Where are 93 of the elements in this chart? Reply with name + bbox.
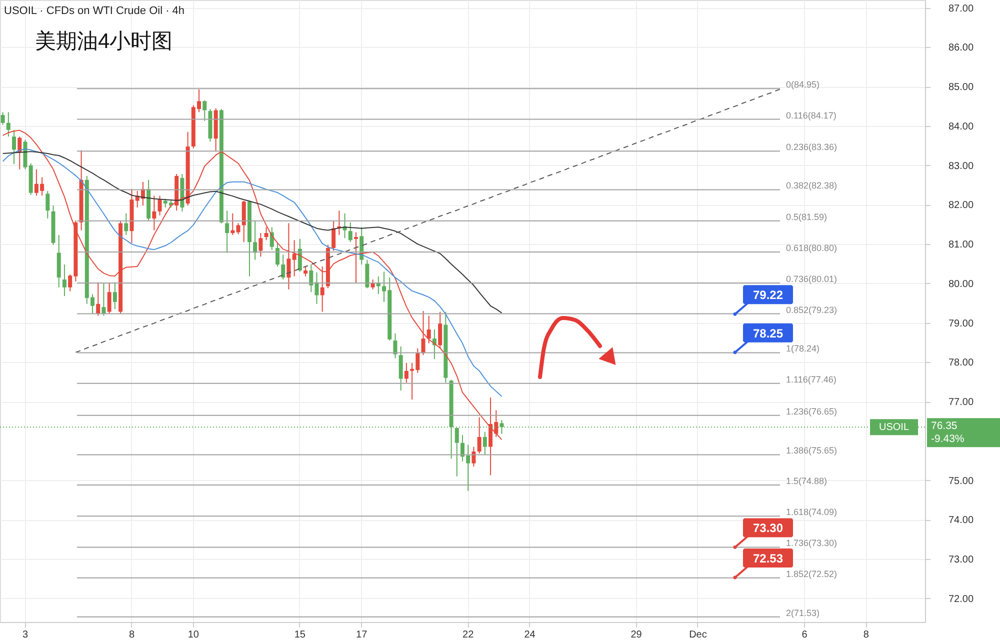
x-tick-label: 29 xyxy=(630,630,642,640)
y-tick-label: 85.00 xyxy=(948,82,974,94)
candlestick xyxy=(376,276,380,295)
ref-line-label: 2(71.53) xyxy=(786,608,820,618)
ref-line-label: 0.236(83.36) xyxy=(786,142,838,152)
ref-line-label: 1.852(72.52) xyxy=(786,568,838,579)
candlestick xyxy=(393,332,398,359)
candlestick xyxy=(12,129,16,165)
candlestick xyxy=(124,212,128,236)
y-tick-label: 77.00 xyxy=(948,397,974,408)
annotation: 79.22 xyxy=(752,288,784,302)
x-tick-label: 8 xyxy=(863,630,870,640)
candlestick xyxy=(276,242,280,268)
candlestick xyxy=(320,266,324,312)
y-tick-label: 72.00 xyxy=(948,594,974,605)
ref-line-label: 1.618(74.09) xyxy=(786,507,838,518)
y-tick-label: 73.00 xyxy=(948,554,974,566)
x-tick-label: 24 xyxy=(524,630,536,640)
candlestick xyxy=(236,222,240,235)
candlestick xyxy=(404,362,408,384)
ref-line-label: 1.5(74.88) xyxy=(786,476,828,486)
x-tick-label: Dec xyxy=(689,630,707,640)
ref-line-label: 0.618(80.80) xyxy=(786,242,838,253)
y-tick-label: 83.00 xyxy=(948,160,974,172)
candlestick xyxy=(202,100,207,122)
text: -9.43% xyxy=(931,433,964,446)
candlestick xyxy=(398,346,403,392)
text: 76.35 xyxy=(931,420,958,432)
candlestick xyxy=(438,311,442,349)
ref-line-label: 0.5(81.59) xyxy=(786,212,828,222)
candlestick xyxy=(230,212,235,236)
candlestick xyxy=(152,195,156,231)
candlestick xyxy=(112,282,117,310)
annotation: 78.25 xyxy=(752,326,784,340)
candlestick xyxy=(258,232,263,258)
ref-line-label: 0.116(84.17) xyxy=(786,110,836,120)
ref-line-label: 0.736(80.01) xyxy=(786,274,838,284)
y-tick-label: 75.00 xyxy=(948,476,974,487)
ref-line-label: 1.736(73.30) xyxy=(786,538,838,548)
candlestick xyxy=(365,259,370,289)
candlestick xyxy=(264,226,268,241)
ref-line-label: 0(84.95) xyxy=(786,80,820,90)
line-series xyxy=(75,88,783,353)
ref-line-label: 1.386(75.65) xyxy=(786,446,838,456)
candlestick xyxy=(304,266,308,277)
text: 美期油4小时图 xyxy=(35,30,173,53)
y-tick-label: 74.00 xyxy=(948,515,974,526)
candlestick xyxy=(482,431,487,456)
candlestick xyxy=(426,315,431,344)
x-tick-label: 3 xyxy=(22,630,28,640)
candlestick xyxy=(472,446,476,467)
candlestick xyxy=(421,310,426,356)
y-tick-label: 86.00 xyxy=(948,42,974,54)
y-tick-label: 79.00 xyxy=(948,318,974,330)
candlestick xyxy=(46,190,50,219)
annotation: 73.30 xyxy=(752,521,784,536)
y-tick-label: 80.00 xyxy=(948,278,974,290)
y-tick-label: 82.00 xyxy=(948,200,974,212)
candlestick xyxy=(477,416,482,454)
candlestick xyxy=(242,200,246,243)
candlestick xyxy=(332,220,336,252)
ref-line-label: 1.236(76.65) xyxy=(786,406,838,416)
candlestick xyxy=(286,222,291,290)
candlestick xyxy=(6,112,10,138)
candlestick xyxy=(370,279,375,290)
x-tick-label: 17 xyxy=(356,630,368,640)
candlestick xyxy=(107,282,112,314)
candlestick xyxy=(292,240,296,277)
x-tick-label: 15 xyxy=(294,630,306,640)
x-tick-label: 10 xyxy=(188,630,200,640)
y-tick-label: 87.00 xyxy=(948,3,974,14)
candlestick xyxy=(102,282,106,316)
ref-line-label: USOIL xyxy=(878,422,910,434)
candlestick xyxy=(96,282,100,316)
candlestick xyxy=(354,232,358,284)
ref-line-label: 1.116(77.46) xyxy=(786,374,836,384)
x-tick-label: 22 xyxy=(462,630,474,640)
y-tick-label: 84.00 xyxy=(948,121,974,132)
ref-line-label: 0.852(79.23) xyxy=(786,304,838,315)
x-tick-label: 6 xyxy=(802,630,808,640)
ref-line-label: 1(78.24) xyxy=(786,344,820,354)
x-tick-label: 8 xyxy=(128,630,135,640)
candlestick xyxy=(348,222,352,243)
candlestick xyxy=(158,195,162,216)
candlestick xyxy=(225,210,230,254)
chart-subtitle: USOIL · CFDs on WTI Crude Oil · 4h xyxy=(4,5,185,17)
candlestick xyxy=(281,254,286,280)
candlestick xyxy=(0,112,5,126)
y-tick-label: 81.00 xyxy=(948,240,974,251)
ref-line-label: 0.382(82.38) xyxy=(786,180,838,191)
candlestick xyxy=(62,264,66,297)
y-tick-label: 78.00 xyxy=(948,358,974,369)
annotation: 72.53 xyxy=(752,552,784,566)
